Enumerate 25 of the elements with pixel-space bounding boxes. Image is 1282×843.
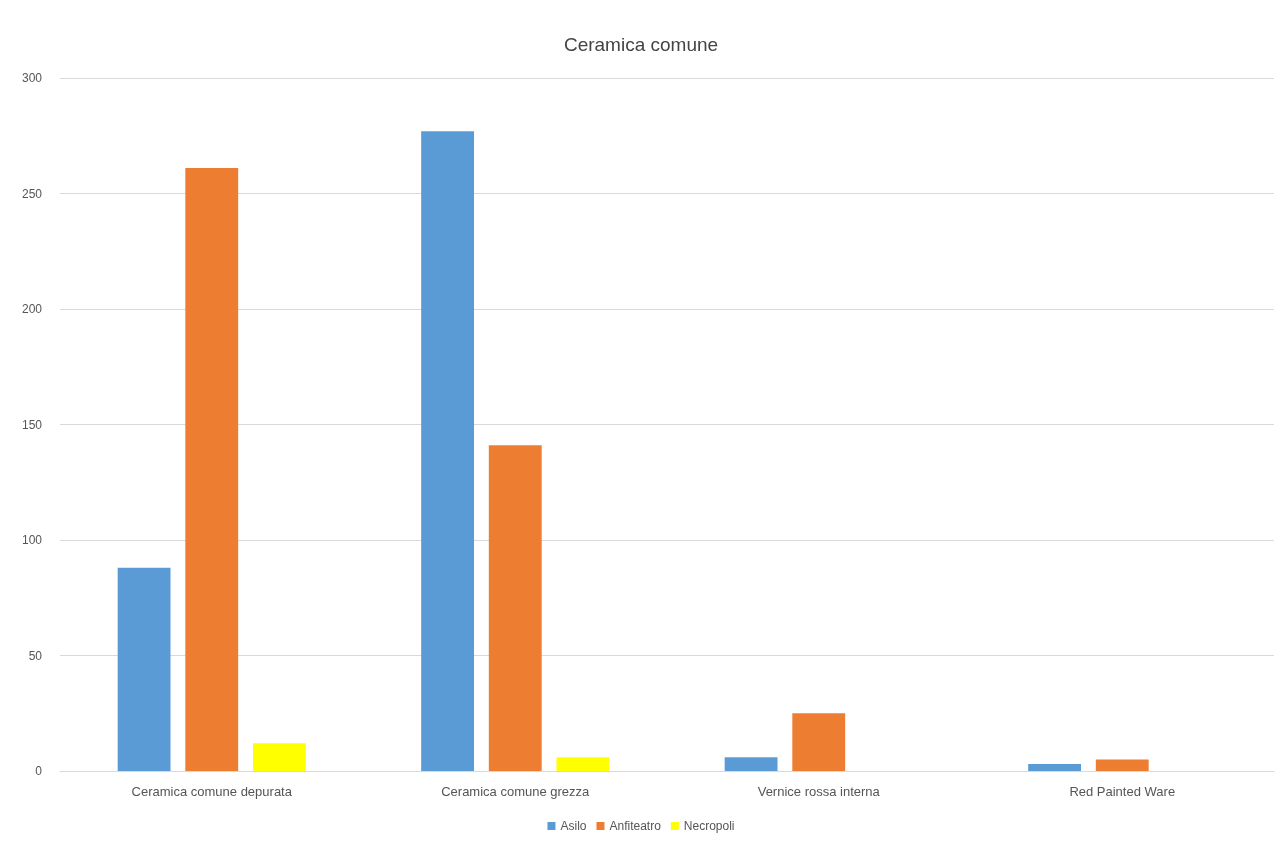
legend-label: Asilo	[560, 819, 587, 833]
bar	[556, 757, 610, 771]
chart-title: Ceramica comune	[563, 34, 719, 55]
y-tick-label: 100	[21, 533, 43, 547]
bar	[792, 713, 846, 771]
legend-label: Anfiteatro	[609, 819, 662, 833]
y-tick-label: 300	[21, 71, 43, 85]
x-tick-label: Vernice rossa interna	[757, 784, 881, 799]
y-tick-label: 150	[21, 417, 43, 432]
bar	[421, 131, 475, 771]
legend-label: Necropoli	[683, 819, 735, 833]
y-tick-label: 200	[21, 302, 43, 316]
bar	[1095, 759, 1149, 771]
y-tick-label: 50	[28, 648, 43, 663]
bar	[252, 743, 306, 771]
x-tick-label: Ceramica comune depurata	[131, 784, 293, 799]
bar	[488, 445, 542, 771]
y-tick-label: 250	[21, 186, 43, 201]
y-tick-label: 0	[35, 764, 43, 778]
bar	[1028, 764, 1082, 771]
x-tick-label: Red Painted Ware	[1069, 784, 1176, 799]
bar	[185, 168, 239, 771]
x-tick-label: Ceramica comune grezza	[441, 784, 591, 799]
bar	[117, 567, 171, 771]
bar	[724, 757, 778, 771]
